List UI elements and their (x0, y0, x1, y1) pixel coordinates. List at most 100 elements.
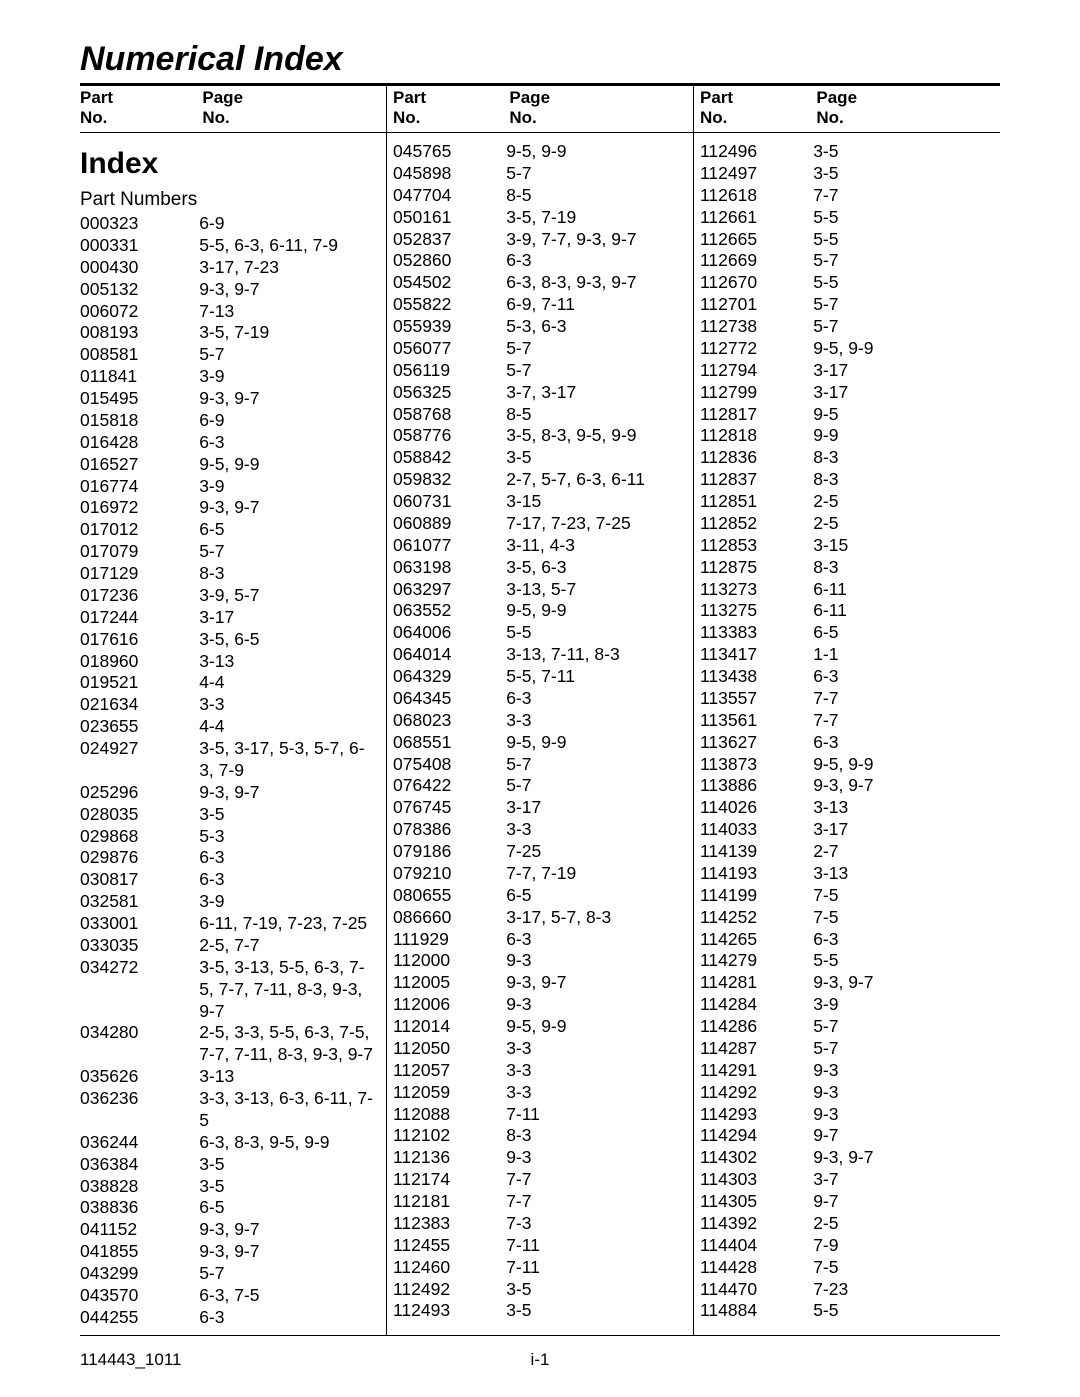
entry-part-no: 113561 (694, 710, 813, 732)
index-entry: 1120887-11 (387, 1104, 693, 1126)
entry-part-no: 029868 (80, 826, 199, 848)
index-entry: 1142875-7 (694, 1038, 1000, 1060)
entry-page-no: 7-7 (813, 710, 992, 732)
entry-part-no: 112006 (387, 994, 506, 1016)
entry-page-no: 3-9 (199, 476, 378, 498)
entry-part-no: 018960 (80, 651, 199, 673)
entry-part-no: 112836 (694, 447, 813, 469)
entry-page-no: 3-3 (506, 1038, 685, 1060)
entry-part-no: 113273 (694, 579, 813, 601)
entry-page-no: 3-17 (813, 382, 992, 404)
entry-page-no: 9-5, 9-9 (506, 600, 685, 622)
index-entry: 0640065-5 (387, 622, 693, 644)
entry-page-no: 5-5 (813, 1300, 992, 1322)
entry-page-no: 3-5 (506, 1279, 685, 1301)
entry-page-no: 7-5 (813, 907, 992, 929)
entry-page-no: 5-5 (506, 622, 685, 644)
index-entry: 0764225-7 (387, 775, 693, 797)
entry-page-no: 5-5 (813, 207, 992, 229)
index-entry: 0560775-7 (387, 338, 693, 360)
index-entry: 1142527-5 (694, 907, 1000, 929)
entry-page-no: 9-3, 9-7 (199, 497, 378, 519)
index-entry: 1144707-23 (694, 1279, 1000, 1301)
entry-part-no: 030817 (80, 869, 199, 891)
entry-page-no: 5-7 (813, 316, 992, 338)
index-entry: 0081933-5, 7-19 (80, 322, 386, 344)
entry-page-no: 6-3 (813, 929, 992, 951)
entry-part-no: 112460 (387, 1257, 506, 1279)
index-entry: 0342723-5, 3-13, 5-5, 6-3, 7-5, 7-7, 7-1… (80, 957, 386, 1023)
index-entry: 1136276-3 (694, 732, 1000, 754)
entry-page-no: 3-9, 5-7 (199, 585, 378, 607)
entry-part-no: 113438 (694, 666, 813, 688)
entry-part-no: 015818 (80, 410, 199, 432)
entry-part-no: 025296 (80, 782, 199, 804)
entry-page-no: 2-5, 3-3, 5-5, 6-3, 7-5, 7-7, 7-11, 8-3,… (199, 1022, 378, 1066)
entry-page-no: 7-13 (199, 301, 378, 323)
entry-part-no: 114884 (694, 1300, 813, 1322)
entry-page-no: 6-3, 8-3, 9-5, 9-9 (199, 1132, 378, 1154)
index-entry: 1126655-5 (694, 229, 1000, 251)
index-entry: 0051329-3, 9-7 (80, 279, 386, 301)
index-entry: 0330352-5, 7-7 (80, 935, 386, 957)
entry-page-no: 3-3, 3-13, 6-3, 6-11, 7-5 (199, 1088, 378, 1132)
index-entry: 1120009-3 (387, 950, 693, 972)
entry-page-no: 6-3 (813, 732, 992, 754)
index-columns: Index Part Numbers 0003236-90003315-5, 6… (80, 133, 1000, 1335)
entry-part-no: 112496 (694, 141, 813, 163)
index-entry: 1121817-7 (387, 1191, 693, 1213)
index-entry: 0563253-7, 3-17 (387, 382, 693, 404)
entry-part-no: 112014 (387, 1016, 506, 1038)
index-entry: 0635529-5, 9-9 (387, 600, 693, 622)
entry-part-no: 112005 (387, 972, 506, 994)
index-entry: 0432995-7 (80, 1263, 386, 1285)
entry-part-no: 112181 (387, 1191, 506, 1213)
index-entry: 0388283-5 (80, 1176, 386, 1198)
index-entry: 1142843-9 (694, 994, 1000, 1016)
index-entry: 0411529-3, 9-7 (80, 1219, 386, 1241)
index-entry: 0356263-13 (80, 1066, 386, 1088)
entry-part-no: 114193 (694, 863, 813, 885)
entry-page-no: 3-3 (506, 819, 685, 841)
entry-part-no: 113627 (694, 732, 813, 754)
index-entry: 0783863-3 (387, 819, 693, 841)
entry-page-no: 3-5 (506, 1300, 685, 1322)
index-entry: 0325813-9 (80, 891, 386, 913)
entry-page-no: 3-7, 3-17 (506, 382, 685, 404)
page-container: Numerical Index Part No. Page No. Part N… (0, 0, 1080, 1390)
footer-left: 114443_1011 (80, 1350, 181, 1370)
entry-part-no: 113383 (694, 622, 813, 644)
entry-part-no: 033035 (80, 935, 199, 957)
index-entry: 1132736-11 (694, 579, 1000, 601)
entry-page-no: 6-3 (199, 1307, 378, 1329)
index-entry: 0685519-5, 9-9 (387, 732, 693, 754)
entry-page-no: 9-5, 9-9 (506, 732, 685, 754)
entry-page-no: 3-5, 3-17, 5-3, 5-7, 6-3, 7-9 (199, 738, 378, 782)
entry-part-no: 076745 (387, 797, 506, 819)
index-entry: 1128758-3 (694, 557, 1000, 579)
entry-part-no: 000331 (80, 235, 199, 257)
entry-part-no: 063297 (387, 579, 506, 601)
entry-page-no: 9-3, 9-7 (199, 279, 378, 301)
entry-part-no: 076422 (387, 775, 506, 797)
index-entry: 1143029-3, 9-7 (694, 1147, 1000, 1169)
index-entry: 0342802-5, 3-3, 5-5, 6-3, 7-5, 7-7, 7-11… (80, 1022, 386, 1066)
index-entry: 0154959-3, 9-7 (80, 388, 386, 410)
entry-part-no: 060889 (387, 513, 506, 535)
header-page-sub: No. (816, 108, 1000, 128)
entry-part-no: 005132 (80, 279, 199, 301)
entry-part-no: 068023 (387, 710, 506, 732)
index-entry: 0598322-7, 5-7, 6-3, 6-11 (387, 469, 693, 491)
entry-part-no: 052837 (387, 229, 506, 251)
entry-part-no: 080655 (387, 885, 506, 907)
entry-page-no: 3-5, 7-19 (199, 322, 378, 344)
entry-page-no: 5-7 (506, 754, 685, 776)
entry-page-no: 7-5 (813, 1257, 992, 1279)
index-entry: 0249273-5, 3-17, 5-3, 5-7, 6-3, 7-9 (80, 738, 386, 782)
index-column-1: Index Part Numbers 0003236-90003315-5, 6… (80, 133, 387, 1335)
entry-part-no: 050161 (387, 207, 506, 229)
index-entry: 1135577-7 (694, 688, 1000, 710)
entry-part-no: 114026 (694, 797, 813, 819)
index-entry: 0170795-7 (80, 541, 386, 563)
entry-part-no: 114305 (694, 1191, 813, 1213)
